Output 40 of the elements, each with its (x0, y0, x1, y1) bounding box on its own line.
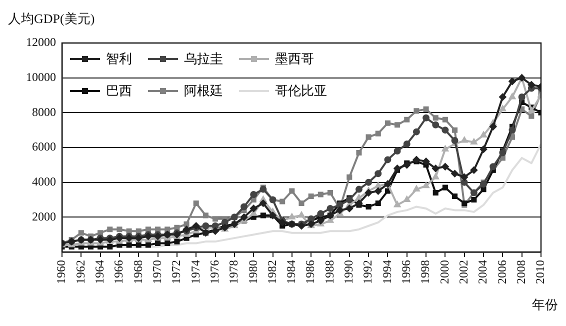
x-tick-label: 1960 (54, 260, 68, 284)
x-tick-label: 1990 (342, 260, 356, 284)
x-tick-label: 1964 (92, 260, 106, 284)
x-tick-label: 1968 (130, 260, 145, 284)
x-tick-label: 2002 (456, 260, 471, 284)
x-tick-label: 1992 (360, 260, 375, 284)
x-axis-title: 年份 (532, 296, 558, 314)
y-tick-label: 2000 (32, 209, 56, 224)
x-tick-label: 2010 (533, 260, 548, 284)
y-axis-title: 人均GDP(美元) (8, 10, 95, 28)
x-tick-label: 1986 (303, 260, 318, 284)
x-tick-label: 1996 (399, 260, 414, 284)
x-tick-label: 1994 (380, 260, 394, 284)
legend-label: 智利 (106, 51, 132, 68)
x-tick-label: 1978 (226, 260, 241, 284)
legend-label: 乌拉圭 (184, 51, 223, 68)
x-tick-label: 1984 (284, 260, 298, 284)
x-tick-label: 1966 (112, 260, 126, 284)
x-tick-label: 2008 (514, 260, 528, 284)
y-tick-label: 10000 (26, 70, 56, 84)
x-tick-label: 1976 (207, 260, 222, 284)
legend-label: 巴西 (106, 83, 132, 100)
x-tick-label: 1970 (150, 260, 164, 284)
y-tick-label: 4000 (32, 174, 56, 188)
x-tick-label: 2000 (437, 260, 452, 284)
x-tick-label: 1998 (418, 260, 432, 284)
x-tick-label: 1962 (73, 260, 88, 284)
y-tick-label: 12000 (26, 35, 56, 50)
x-tick-label: 1980 (246, 260, 260, 284)
x-tick-label: 2006 (494, 260, 509, 284)
legend-label: 哥伦比亚 (275, 83, 327, 100)
x-tick-label: 1988 (322, 260, 336, 284)
legend-label: 阿根廷 (184, 83, 223, 100)
x-tick-label: 2004 (476, 260, 490, 284)
y-tick-label: 6000 (32, 140, 56, 154)
legend-label: 墨西哥 (275, 51, 314, 68)
x-tick-label: 1972 (169, 260, 184, 284)
x-tick-label: 1982 (264, 260, 279, 284)
y-tick-label: 8000 (32, 104, 56, 119)
x-tick-label: 1974 (188, 260, 202, 284)
